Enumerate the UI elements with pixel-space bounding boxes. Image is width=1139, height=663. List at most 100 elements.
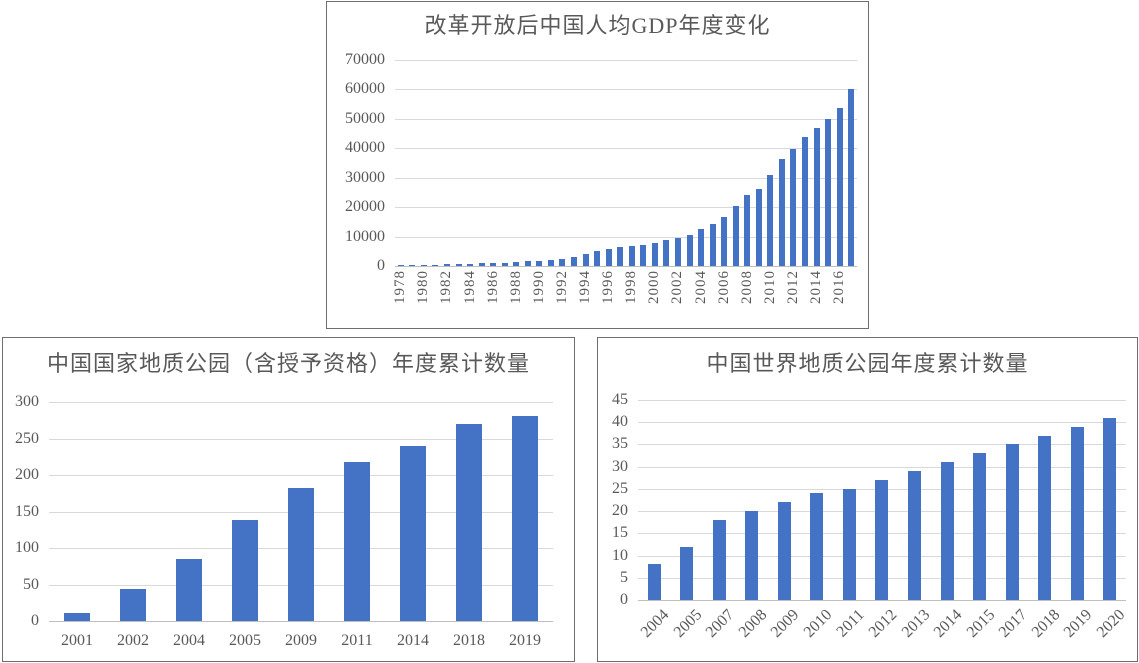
- gridline: [638, 444, 1126, 446]
- bar: [908, 471, 922, 600]
- y-tick-label: 30000: [345, 168, 385, 186]
- bar: [513, 261, 520, 266]
- bar: [836, 108, 843, 266]
- bar: [651, 242, 658, 266]
- bar: [767, 175, 774, 266]
- bar: [455, 264, 462, 266]
- bar: [647, 564, 661, 600]
- chart-world-geoparks: 中国世界地质公园年度累计数量 0 5 10 15 20 25 30 35 40 45 2004 200…: [597, 337, 1138, 662]
- gridline: [638, 422, 1126, 424]
- y-tick-label: 15: [612, 524, 628, 542]
- bar: [810, 493, 824, 600]
- y-tick-label: 45: [612, 391, 628, 408]
- bar: [698, 229, 705, 266]
- bar: [1103, 417, 1117, 600]
- x-tick-label: 2011: [341, 632, 373, 649]
- chart-title: 改革开放后中国人均GDP年度变化: [424, 13, 771, 38]
- x-tick-label: 2008: [738, 270, 755, 304]
- bar: [501, 262, 508, 266]
- bar: [663, 240, 670, 266]
- gridline: [49, 402, 553, 403]
- bar: [524, 261, 531, 266]
- y-tick-label: 70000: [345, 51, 385, 68]
- x-tick-label: 2019: [509, 632, 541, 649]
- y-tick-label: 35: [612, 435, 628, 453]
- x-tick-label: 2006: [715, 270, 732, 304]
- plot-area: 0 5 10 15 20 25 30 35 40 45 2004 2005 2007 2008 2009 20…: [612, 392, 1128, 641]
- y-tick-label: 5: [620, 568, 628, 586]
- bar: [755, 188, 762, 266]
- x-tick-label: 2004: [692, 270, 709, 304]
- bar: [397, 264, 404, 266]
- gridline: [49, 438, 553, 440]
- y-tick-label: 100: [15, 539, 39, 556]
- y-tick-label: 50000: [345, 109, 385, 127]
- y-tick-label: 0: [377, 257, 385, 274]
- gridline: [49, 475, 553, 476]
- bar: [547, 260, 554, 266]
- bar: [64, 612, 90, 621]
- gridline: [395, 60, 857, 61]
- x-tick-label: 1988: [507, 270, 524, 304]
- bar: [559, 259, 566, 266]
- bar: [571, 257, 578, 266]
- bar: [1070, 426, 1084, 600]
- chart-gdp-per-capita: 改革开放后中国人均GDP年度变化 0 10000 20000 30000 40000 50…: [326, 1, 869, 329]
- bar: [582, 254, 589, 266]
- bar: [777, 502, 791, 600]
- bar: [432, 264, 439, 266]
- chart-title: 中国世界地质公园年度累计数量: [706, 351, 1029, 376]
- bar: [745, 511, 759, 600]
- y-tick-label: 200: [15, 466, 39, 483]
- bar: [120, 588, 146, 621]
- x-tick-label: 2012: [784, 270, 801, 304]
- x-tick-label: 2004: [173, 632, 205, 649]
- bar: [288, 488, 314, 621]
- bar: [732, 205, 739, 266]
- bar: [536, 261, 543, 266]
- y-tick-label: 25: [612, 479, 628, 497]
- bar: [790, 148, 797, 266]
- bar: [686, 234, 693, 266]
- bar: [813, 127, 820, 266]
- x-tick-label: 2002: [669, 270, 686, 304]
- bar: [744, 195, 751, 266]
- y-tick-label: 40000: [345, 139, 385, 157]
- x-tick-label: 2009: [285, 632, 317, 649]
- bar: [712, 520, 726, 600]
- x-tick-label: 1986: [484, 270, 501, 304]
- gridline: [638, 466, 1126, 468]
- x-tick-label: 1994: [577, 270, 594, 304]
- y-tick-label: 20: [612, 502, 628, 520]
- gridline: [638, 400, 1126, 401]
- bar: [640, 244, 647, 266]
- bar: [176, 558, 202, 621]
- bar: [232, 520, 258, 621]
- y-tick-label: 50: [23, 575, 39, 593]
- bar: [467, 263, 474, 266]
- bar: [940, 462, 954, 600]
- y-tick-label: 10000: [345, 227, 385, 245]
- chart-national-geoparks: 中国国家地质公园（含授予资格）年度累计数量 0 50 100 150 200 250 300…: [2, 337, 575, 662]
- x-axis-line: [638, 600, 1126, 601]
- gridline: [395, 89, 857, 91]
- y-tick-label: 0: [620, 591, 628, 608]
- plot-area: 0 50 100 150 200 250 300 2001 2002 2004 2005 2009 20…: [15, 394, 553, 649]
- bar: [802, 137, 809, 266]
- x-tick-label: 1984: [461, 270, 478, 304]
- y-tick-label: 0: [31, 612, 39, 629]
- gridline: [395, 118, 857, 120]
- gridline: [395, 236, 857, 238]
- bar: [400, 445, 426, 621]
- gridline: [395, 207, 857, 209]
- bar: [594, 251, 601, 266]
- x-tick-label: 2005: [229, 632, 261, 649]
- bar: [680, 546, 694, 600]
- x-tick-label: 2010: [761, 270, 778, 304]
- bar: [1005, 444, 1019, 600]
- bar: [420, 264, 427, 266]
- bar: [778, 159, 785, 266]
- y-tick-label: 40: [612, 413, 628, 431]
- bar: [674, 238, 681, 266]
- x-tick-label: 1978: [392, 270, 409, 304]
